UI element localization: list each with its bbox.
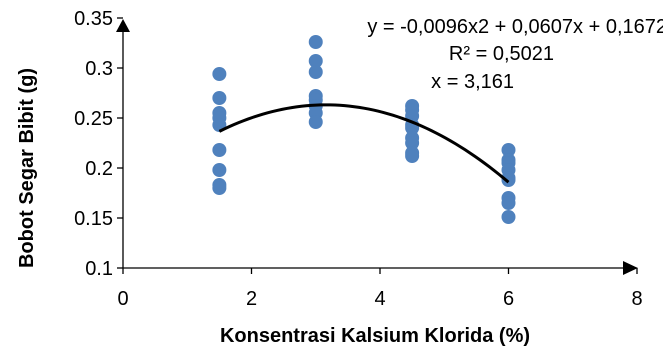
data-point — [501, 196, 516, 210]
data-point — [212, 91, 227, 105]
data-point — [308, 65, 323, 79]
data-point — [212, 181, 227, 195]
vertex-label: x = 3,161 — [431, 71, 514, 93]
y-tick-label: 0.35 — [74, 8, 113, 30]
y-axis-arrowhead — [116, 19, 130, 32]
data-point — [501, 143, 516, 157]
r-squared-label: R² = 0,5021 — [449, 43, 554, 65]
y-tick-label: 0.1 — [85, 258, 113, 280]
y-tick-label: 0.15 — [74, 208, 113, 230]
x-axis-ticks: 0 2 4 6 8 — [117, 268, 643, 310]
data-point — [308, 35, 323, 49]
x-tick-label: 8 — [631, 288, 642, 310]
y-axis-ticks: 0.1 0.15 0.2 0.25 0.3 0.35 — [74, 8, 123, 280]
y-axis-title: Bobot Segar Bibit (g) — [16, 68, 38, 268]
y-tick-label: 0.2 — [85, 158, 113, 180]
data-point — [308, 115, 323, 129]
polynomial-trendline — [218, 103, 510, 184]
x-tick-label: 2 — [246, 288, 257, 310]
data-point — [405, 149, 420, 163]
x-tick-label: 6 — [503, 288, 514, 310]
x-axis-arrowhead — [623, 261, 638, 275]
y-tick-label: 0.25 — [74, 108, 113, 130]
data-point — [212, 163, 227, 177]
x-tick-label: 4 — [374, 288, 385, 310]
data-point — [308, 54, 323, 68]
y-tick-label: 0.3 — [85, 58, 113, 80]
x-tick-label: 0 — [117, 288, 128, 310]
data-point — [212, 67, 227, 81]
data-point — [501, 210, 516, 224]
data-point — [501, 173, 516, 187]
data-point — [212, 143, 227, 157]
trendline-equation: y = -0,0096x2 + 0,0607x + 0,1672 — [367, 16, 663, 38]
x-axis-title: Konsentrasi Kalsium Klorida (%) — [220, 325, 530, 347]
data-point — [405, 136, 420, 150]
